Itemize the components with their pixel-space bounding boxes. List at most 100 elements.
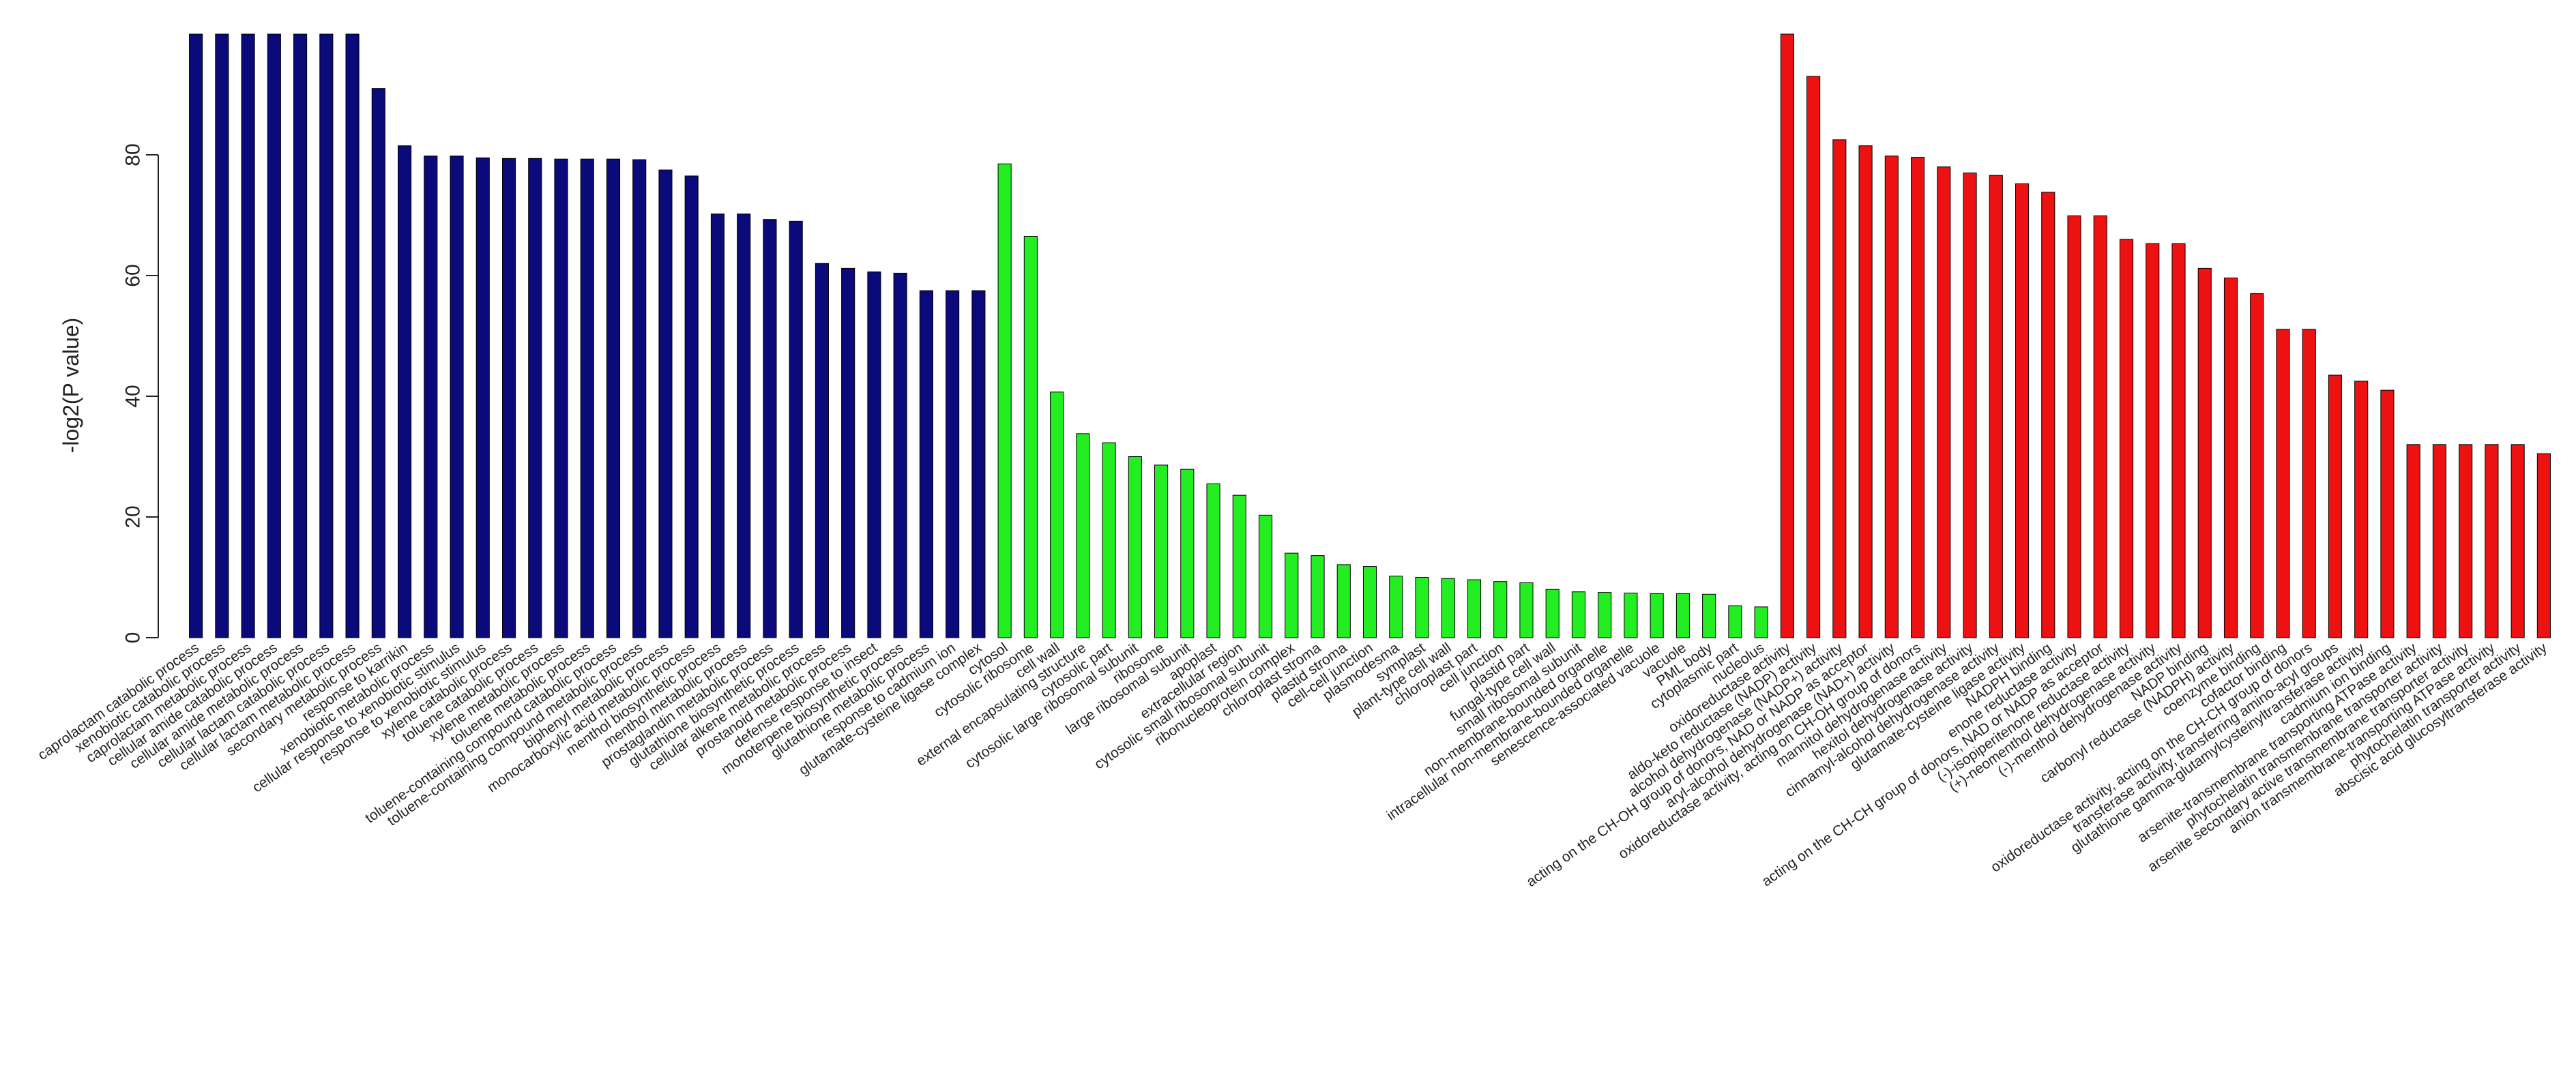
- bar: [867, 271, 881, 638]
- bar: [1911, 157, 1925, 638]
- bar: [1598, 592, 1612, 638]
- y-tick-label: 20: [122, 505, 145, 528]
- bar: [763, 219, 777, 638]
- bar: [1571, 591, 1585, 638]
- bar: [815, 263, 829, 638]
- bar: [2459, 444, 2473, 638]
- bar: [2197, 267, 2212, 638]
- bar: [1311, 555, 1325, 638]
- bar: [632, 159, 647, 638]
- bar: [2067, 215, 2081, 638]
- bar: [2276, 329, 2290, 638]
- bar: [1336, 564, 1351, 638]
- bar: [1154, 464, 1169, 638]
- bar: [1858, 145, 1873, 638]
- bar: [1441, 578, 1455, 638]
- category-labels-group: caprolactam catabolic processxenobiotic …: [35, 640, 2550, 890]
- bar: [606, 158, 621, 638]
- bar: [684, 175, 699, 638]
- bar: [2223, 278, 2238, 638]
- bar: [2250, 293, 2264, 638]
- bar: [997, 163, 1012, 638]
- bar: [371, 88, 385, 638]
- bar: [893, 272, 907, 638]
- bar: [1624, 593, 1638, 638]
- bar: [319, 33, 334, 638]
- bar: [475, 157, 490, 638]
- bar: [1389, 576, 1403, 638]
- bar: [1050, 391, 1064, 638]
- y-axis-title: -log2(P value): [59, 318, 83, 454]
- bar: [2485, 444, 2499, 638]
- bar: [450, 156, 464, 638]
- bar: [1519, 582, 1534, 638]
- bar: [1806, 76, 1821, 638]
- bar: [345, 33, 360, 638]
- bar: [2171, 243, 2186, 638]
- bars-group: [189, 33, 2551, 638]
- bar: [971, 290, 986, 638]
- bar: [1780, 33, 1794, 638]
- bar: [2328, 374, 2343, 638]
- bar: [2041, 192, 2055, 638]
- bar: [293, 33, 308, 638]
- bar: [1362, 566, 1377, 638]
- bar: [1206, 483, 1220, 638]
- bar: [1128, 456, 1142, 638]
- bar: [1650, 593, 1664, 638]
- bar: [2302, 329, 2316, 638]
- bar: [658, 169, 673, 638]
- bar: [2119, 239, 2134, 638]
- bar: [1258, 514, 1273, 638]
- bar: [737, 213, 751, 638]
- bar: [1937, 166, 1951, 638]
- bar: [919, 290, 933, 638]
- bar: [267, 33, 281, 638]
- bar: [946, 290, 960, 638]
- bar: [1702, 593, 1716, 638]
- bar: [1467, 579, 1482, 638]
- bar: [2432, 444, 2446, 638]
- bar: [1728, 605, 1742, 638]
- y-tick-label: 0: [122, 632, 145, 644]
- bar: [1989, 175, 2003, 638]
- bar: [1884, 156, 1899, 638]
- bar: [2511, 444, 2525, 638]
- bar: [1545, 589, 1560, 638]
- y-tick-label: 80: [122, 143, 145, 166]
- bar: [1963, 173, 1977, 638]
- bar: [1832, 139, 1847, 638]
- bar: [2354, 381, 2369, 638]
- bar: [1180, 469, 1195, 638]
- y-tick-label: 60: [122, 264, 145, 286]
- bar: [1076, 433, 1090, 638]
- bar: [1675, 593, 1690, 638]
- bar: [1415, 577, 1429, 638]
- bar: [397, 145, 412, 638]
- bar: [424, 156, 438, 638]
- y-tick-label: 40: [122, 385, 145, 407]
- bar: [2406, 444, 2420, 638]
- bar: [2380, 389, 2395, 638]
- bar: [215, 33, 229, 638]
- bar: [1285, 552, 1299, 638]
- bar: [1232, 494, 1246, 638]
- bar: [189, 33, 203, 638]
- bar: [1754, 606, 1768, 638]
- bar: [789, 220, 803, 638]
- bar: [1102, 442, 1116, 638]
- bar: [1493, 581, 1508, 638]
- bar: [2015, 183, 2030, 638]
- bar: [501, 158, 516, 638]
- bar: [1023, 235, 1038, 638]
- bar: [554, 158, 568, 638]
- bar: [710, 213, 725, 638]
- bar: [241, 33, 255, 638]
- bar: [2093, 215, 2107, 638]
- bar: [580, 158, 594, 638]
- bar: [528, 158, 542, 638]
- bar: [841, 267, 855, 638]
- bar: [2146, 243, 2160, 638]
- bar: [2536, 453, 2551, 638]
